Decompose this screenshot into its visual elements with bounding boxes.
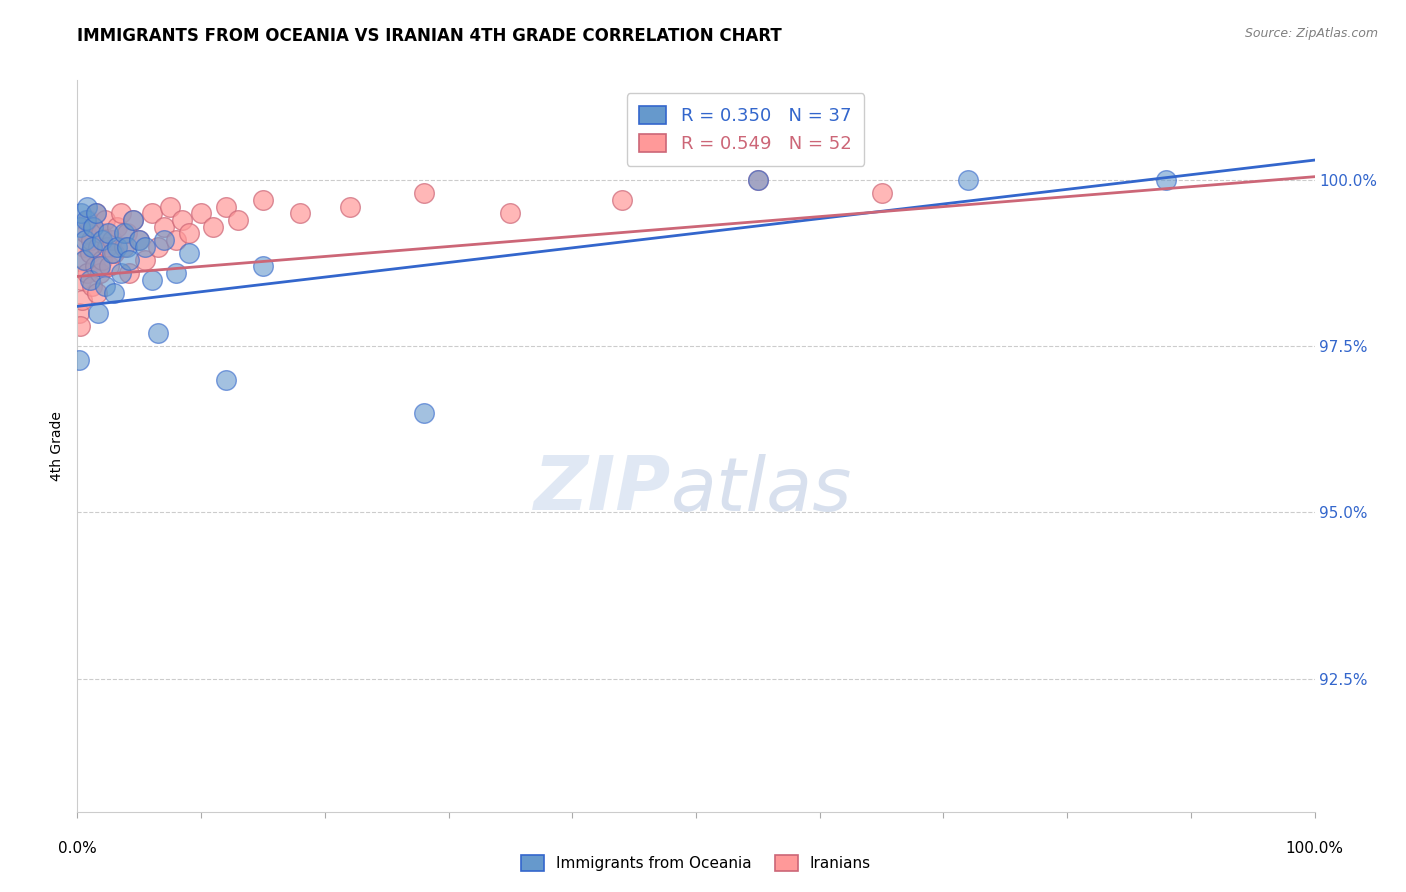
Point xyxy=(153,219,176,234)
Point xyxy=(128,233,150,247)
Point xyxy=(84,206,107,220)
Point xyxy=(146,326,169,340)
Point xyxy=(97,226,120,240)
Point xyxy=(112,226,135,240)
Point xyxy=(747,173,769,187)
Point xyxy=(190,206,212,220)
Point xyxy=(1154,173,1177,187)
Point xyxy=(412,186,434,201)
Point xyxy=(159,200,181,214)
Point xyxy=(412,406,434,420)
Point xyxy=(112,239,135,253)
Point xyxy=(93,279,115,293)
Point xyxy=(957,173,980,187)
Point xyxy=(747,173,769,187)
Point xyxy=(165,266,187,280)
Point xyxy=(73,252,96,267)
Point xyxy=(177,246,200,260)
Point xyxy=(177,226,200,240)
Point xyxy=(87,239,110,253)
Point xyxy=(226,213,249,227)
Point xyxy=(128,233,150,247)
Point xyxy=(118,252,141,267)
Point xyxy=(80,233,103,247)
Point xyxy=(76,266,98,280)
Point xyxy=(73,233,96,247)
Point xyxy=(82,279,104,293)
Point xyxy=(165,233,187,247)
Point xyxy=(87,306,110,320)
Point xyxy=(69,219,91,234)
Point xyxy=(90,226,112,240)
Point xyxy=(86,286,108,301)
Point xyxy=(82,219,104,234)
Point xyxy=(110,266,132,280)
Point xyxy=(202,219,225,234)
Point xyxy=(70,273,93,287)
Point xyxy=(115,239,138,253)
Point xyxy=(105,219,128,234)
Point xyxy=(134,252,156,267)
Point xyxy=(72,293,94,307)
Point xyxy=(89,260,111,274)
Point xyxy=(146,239,169,253)
Point xyxy=(79,273,101,287)
Point xyxy=(172,213,194,227)
Point xyxy=(89,266,111,280)
Point xyxy=(122,213,145,227)
Point xyxy=(75,226,97,240)
Point xyxy=(72,239,94,253)
Point xyxy=(83,260,105,274)
Point xyxy=(252,260,274,274)
Point xyxy=(499,206,522,220)
Text: atlas: atlas xyxy=(671,454,852,526)
Point xyxy=(339,200,361,214)
Point xyxy=(122,213,145,227)
Point xyxy=(79,246,101,260)
Text: 100.0%: 100.0% xyxy=(1285,841,1344,856)
Text: Source: ZipAtlas.com: Source: ZipAtlas.com xyxy=(1244,27,1378,40)
Point xyxy=(75,213,97,227)
Point xyxy=(67,306,90,320)
Point xyxy=(101,233,124,247)
Point xyxy=(870,186,893,201)
Point xyxy=(134,239,156,253)
Point xyxy=(93,213,115,227)
Point xyxy=(610,193,633,207)
Point xyxy=(67,352,90,367)
Point xyxy=(91,233,114,247)
Point xyxy=(72,252,94,267)
Point xyxy=(215,372,238,386)
Point xyxy=(153,233,176,247)
Point xyxy=(91,252,114,267)
Point xyxy=(82,219,104,234)
Point xyxy=(76,200,98,214)
Point xyxy=(118,266,141,280)
Point xyxy=(115,226,138,240)
Point xyxy=(101,246,124,260)
Point xyxy=(103,286,125,301)
Point xyxy=(252,193,274,207)
Point xyxy=(96,239,118,253)
Point xyxy=(82,239,104,253)
Point xyxy=(215,200,238,214)
Y-axis label: 4th Grade: 4th Grade xyxy=(51,411,65,481)
Point xyxy=(105,239,128,253)
Point xyxy=(77,213,100,227)
Point xyxy=(141,273,163,287)
Text: IMMIGRANTS FROM OCEANIA VS IRANIAN 4TH GRADE CORRELATION CHART: IMMIGRANTS FROM OCEANIA VS IRANIAN 4TH G… xyxy=(77,27,782,45)
Text: 0.0%: 0.0% xyxy=(58,841,97,856)
Point xyxy=(110,206,132,220)
Point xyxy=(84,206,107,220)
Point xyxy=(288,206,311,220)
Point xyxy=(141,206,163,220)
Text: ZIP: ZIP xyxy=(534,453,671,526)
Point xyxy=(103,246,125,260)
Point xyxy=(69,319,91,334)
Point xyxy=(98,260,121,274)
Point xyxy=(70,206,93,220)
Legend: Immigrants from Oceania, Iranians: Immigrants from Oceania, Iranians xyxy=(515,849,877,877)
